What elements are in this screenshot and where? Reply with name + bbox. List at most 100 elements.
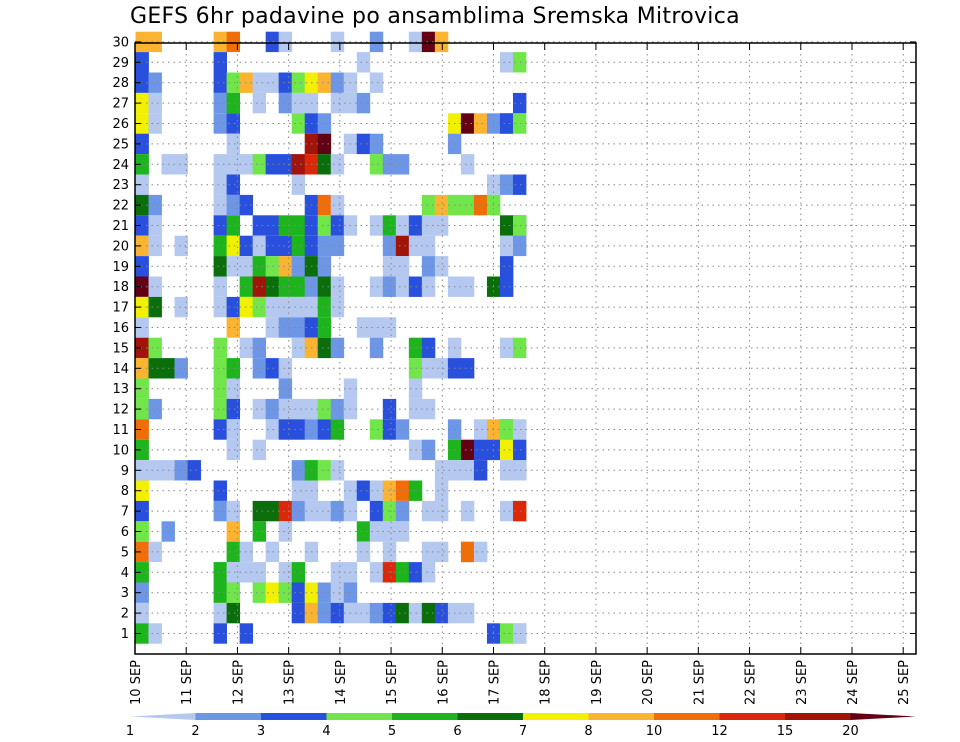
heatmap-cell xyxy=(135,602,149,624)
heatmap-cell xyxy=(330,194,345,216)
heatmap-cell xyxy=(226,256,241,277)
heatmap-cell xyxy=(317,235,332,257)
heatmap-cell xyxy=(226,358,241,379)
heatmap-cell xyxy=(148,92,162,114)
colorbar-label: 3 xyxy=(257,724,265,739)
heatmap-cell xyxy=(421,541,436,563)
heatmap-cell xyxy=(135,133,149,155)
colorbar-label: 15 xyxy=(777,724,794,739)
heatmap-cell xyxy=(317,276,332,297)
heatmap-cell xyxy=(187,460,201,481)
y-tick-label: 23 xyxy=(112,178,129,193)
colorbar-label: 20 xyxy=(842,724,859,739)
y-tick-label: 2 xyxy=(121,607,129,622)
heatmap-cell xyxy=(252,296,267,318)
heatmap-cell xyxy=(135,72,149,93)
heatmap-cell xyxy=(252,92,267,114)
heatmap-cell xyxy=(460,276,475,297)
heatmap-cell xyxy=(421,194,436,216)
heatmap-cell xyxy=(369,276,384,297)
plot-frame xyxy=(134,42,917,655)
heatmap-cell xyxy=(317,582,332,603)
y-tick-label: 21 xyxy=(112,219,129,234)
heatmap-cell xyxy=(499,623,514,644)
heatmap-cell xyxy=(174,296,188,318)
colorbar-segment xyxy=(588,713,655,720)
heatmap-cell xyxy=(135,194,149,216)
colorbar-label: 10 xyxy=(646,724,663,739)
heatmap-cell xyxy=(317,133,332,155)
heatmap-cell xyxy=(499,113,514,134)
heatmap-cell xyxy=(473,113,488,134)
heatmap-cell xyxy=(135,52,149,73)
heatmap-cell xyxy=(382,154,397,175)
heatmap-cell xyxy=(291,276,306,297)
heatmap-cell xyxy=(135,439,149,461)
heatmap-cell xyxy=(434,358,449,379)
heatmap-cell xyxy=(512,113,527,134)
heatmap-cell xyxy=(174,235,188,257)
heatmap-cell xyxy=(434,256,449,277)
heatmap-cell xyxy=(512,623,527,644)
heatmap-cell xyxy=(330,215,345,236)
x-tick-label: 10 SEP xyxy=(129,660,144,705)
heatmap-cell xyxy=(291,582,306,603)
heatmap-cell xyxy=(278,521,293,542)
heatmap-cell xyxy=(369,562,384,583)
heatmap-cell xyxy=(434,194,449,216)
heatmap-cell xyxy=(330,398,345,420)
heatmap-cell xyxy=(291,480,306,501)
heatmap-cell xyxy=(226,154,241,175)
heatmap-cell xyxy=(252,562,267,583)
heatmap-cell xyxy=(317,500,332,522)
heatmap-cell xyxy=(226,174,241,195)
heatmap-cell xyxy=(213,358,227,379)
heatmap-cell xyxy=(265,317,280,338)
colorbar-segment xyxy=(457,713,524,720)
heatmap-cell xyxy=(135,317,149,338)
heatmap-cell xyxy=(369,215,384,236)
heatmap-cell xyxy=(473,419,488,440)
heatmap-cell xyxy=(356,317,371,338)
heatmap-cell xyxy=(369,521,384,542)
heatmap-cell xyxy=(330,500,345,522)
y-tick-label: 13 xyxy=(112,382,129,397)
heatmap-cell xyxy=(434,602,449,624)
heatmap-cell xyxy=(395,521,410,542)
colorbar-segment xyxy=(195,713,262,720)
heatmap-cell xyxy=(434,460,449,481)
heatmap-cell xyxy=(226,602,241,624)
heatmap-cell xyxy=(317,460,332,481)
heatmap-cell xyxy=(395,215,410,236)
heatmap-cell xyxy=(252,582,267,603)
heatmap-cell xyxy=(499,235,514,257)
heatmap-cell xyxy=(213,623,227,644)
heatmap-cell xyxy=(460,500,475,522)
x-tick-label: 20 SEP xyxy=(641,660,656,705)
heatmap-cell xyxy=(291,500,306,522)
heatmap-cell xyxy=(512,500,527,522)
x-tick-label: 25 SEP xyxy=(897,660,912,705)
heatmap-cell xyxy=(252,337,267,359)
heatmap-cell xyxy=(226,317,241,338)
heatmap-cell xyxy=(135,296,149,318)
heatmap-cell xyxy=(135,337,149,359)
heatmap-cell xyxy=(395,276,410,297)
heatmap-cell xyxy=(473,439,488,461)
heatmap-cell xyxy=(421,276,436,297)
heatmap-cell xyxy=(473,194,488,216)
heatmap-cell xyxy=(356,52,371,73)
heatmap-cell xyxy=(356,521,371,542)
heatmap-cell xyxy=(213,378,227,399)
heatmap-cell xyxy=(291,398,306,420)
heatmap-cell xyxy=(226,419,241,440)
heatmap-cell xyxy=(382,419,397,440)
colorbar-segment xyxy=(261,713,327,720)
heatmap-cell xyxy=(330,276,345,297)
heatmap-cell xyxy=(213,398,227,420)
colorbar-segment xyxy=(130,713,196,720)
heatmap-cell xyxy=(291,337,306,359)
heatmap-cell xyxy=(499,439,514,461)
y-tick-label: 6 xyxy=(121,525,129,540)
heatmap-cell xyxy=(226,194,241,216)
